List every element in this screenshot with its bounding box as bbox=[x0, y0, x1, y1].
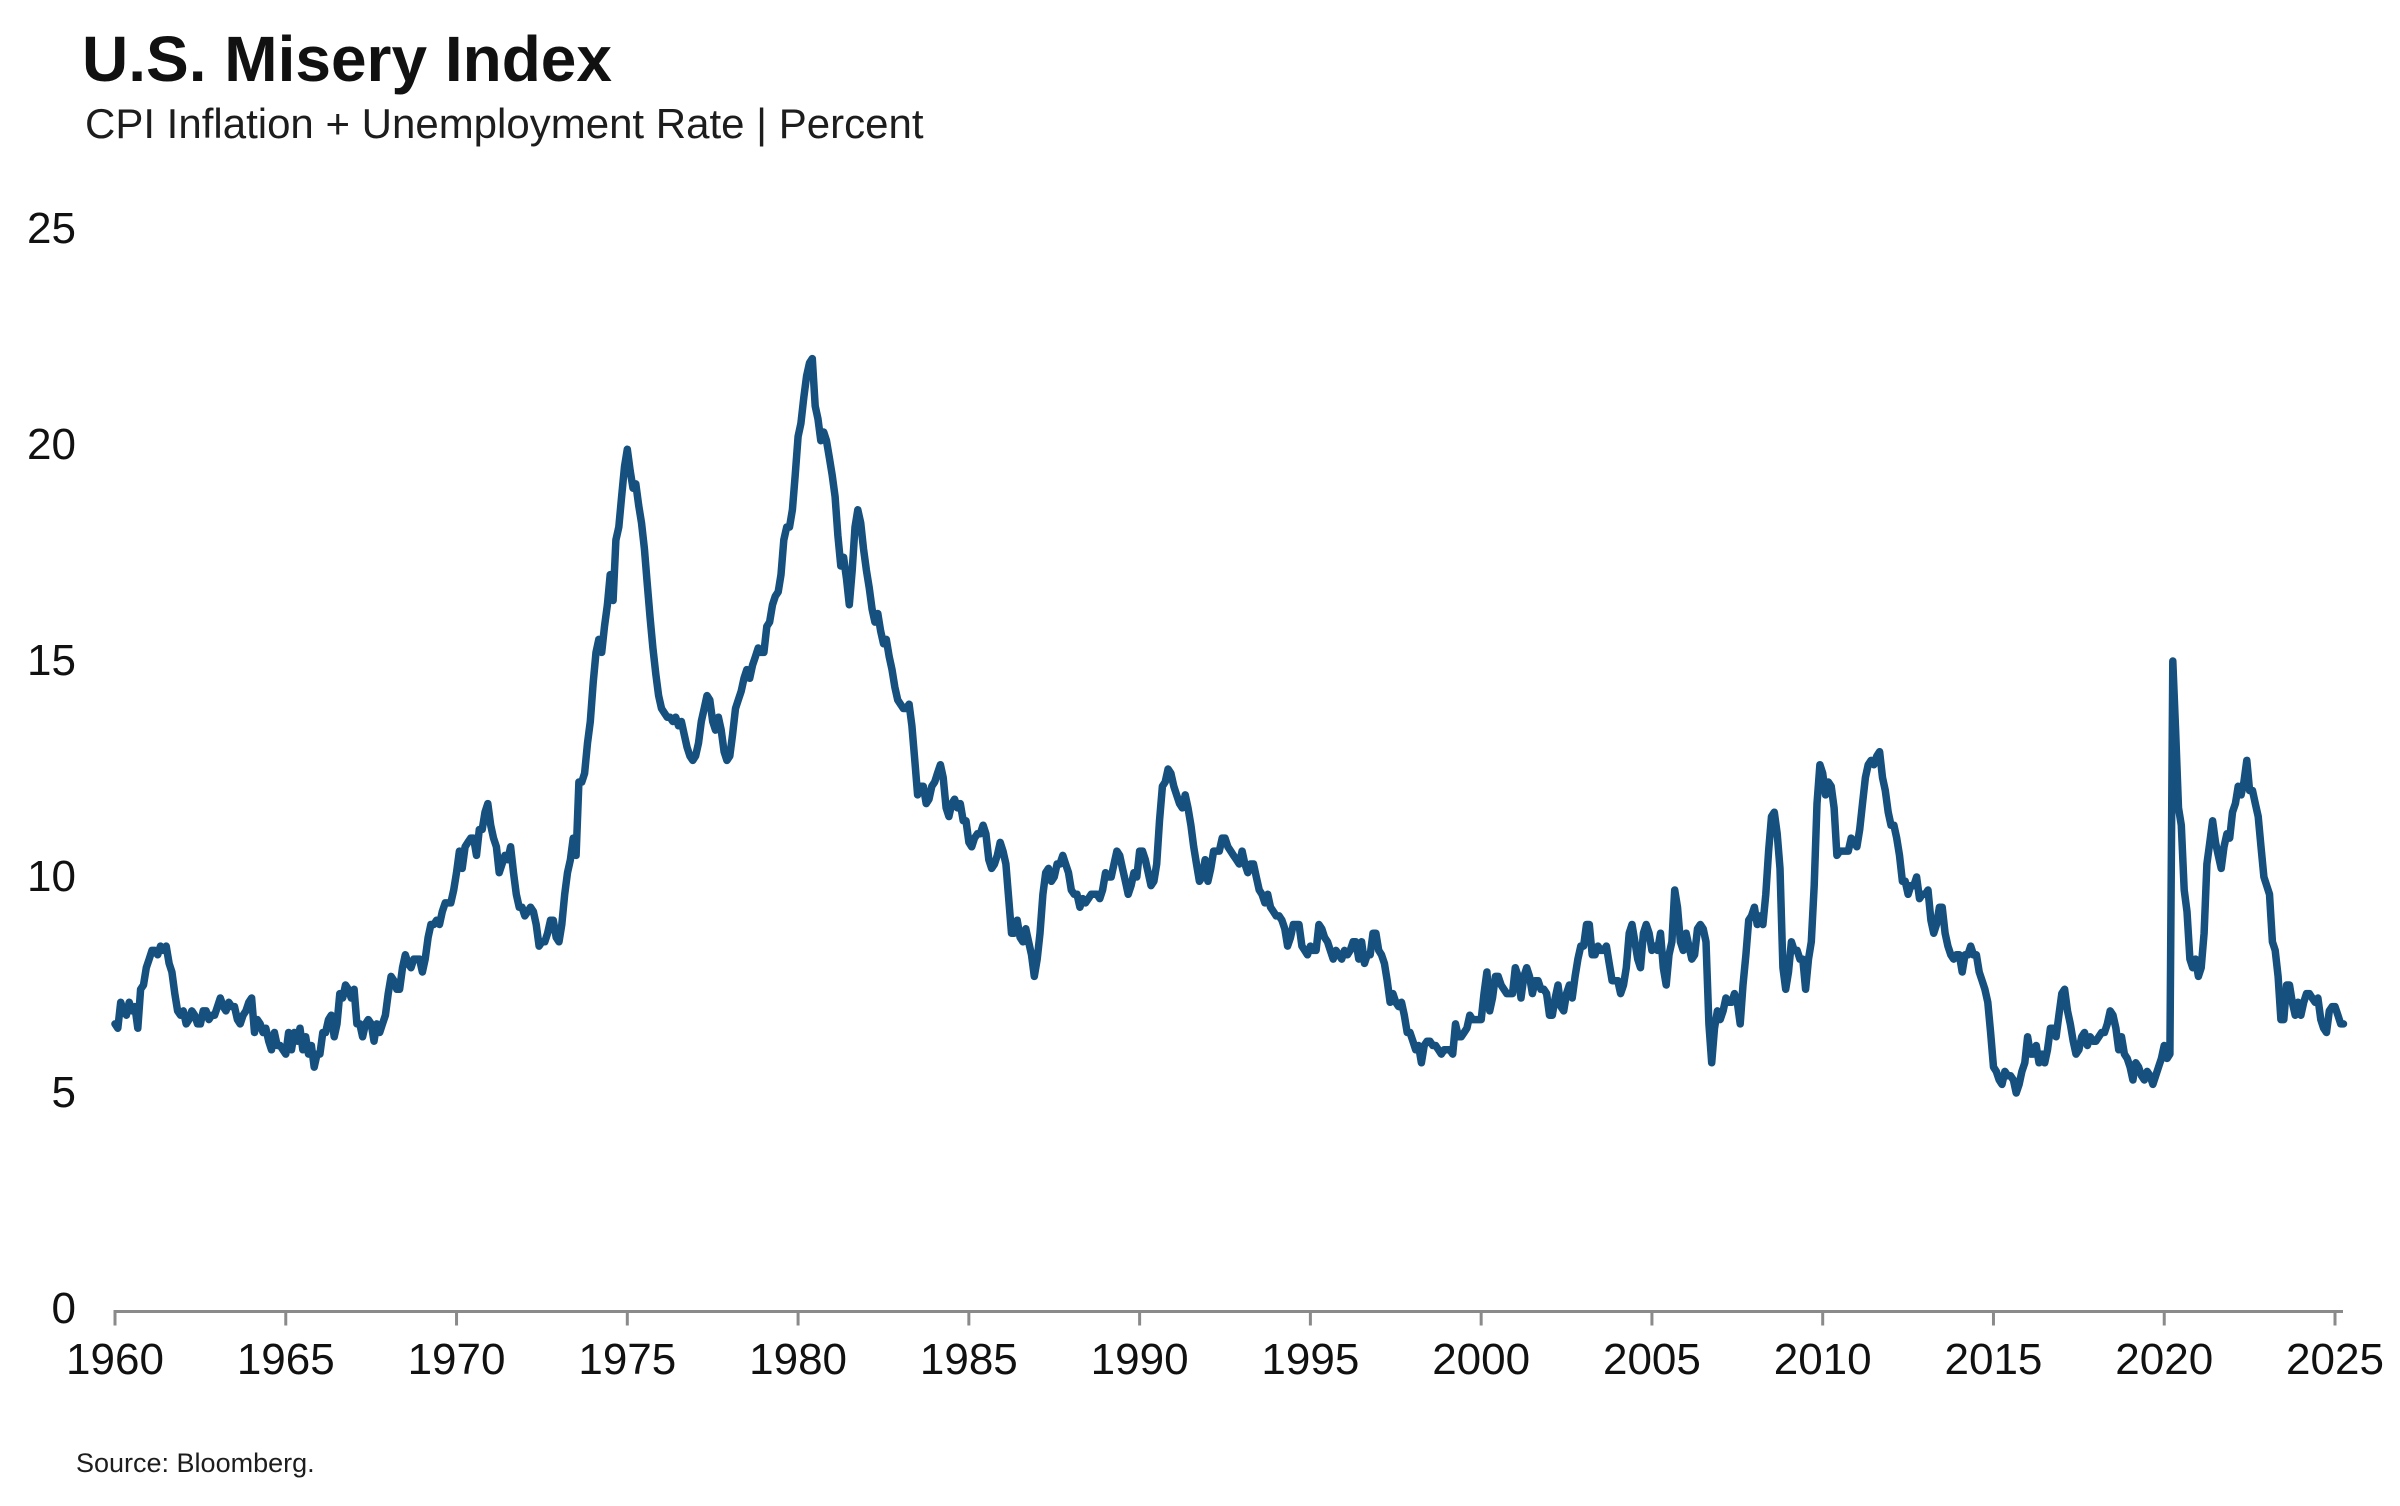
x-axis-label-1995: 1995 bbox=[1261, 1335, 1360, 1384]
x-axis-label-2020: 2020 bbox=[2115, 1335, 2214, 1384]
x-axis-label-1975: 1975 bbox=[578, 1335, 677, 1384]
x-axis-label-2025: 2025 bbox=[2286, 1335, 2384, 1384]
source-note: Source: Bloomberg. bbox=[76, 1448, 315, 1478]
x-axis-label-1970: 1970 bbox=[407, 1335, 506, 1384]
y-axis-label-25: 25 bbox=[27, 204, 76, 253]
x-axis-label-2015: 2015 bbox=[1944, 1335, 2043, 1384]
x-axis-label-1990: 1990 bbox=[1090, 1335, 1189, 1384]
x-axis-label-1980: 1980 bbox=[749, 1335, 848, 1384]
x-axis-label-2000: 2000 bbox=[1432, 1335, 1531, 1384]
y-axis-label-15: 15 bbox=[27, 636, 76, 685]
y-axis-label-10: 10 bbox=[27, 852, 76, 901]
page-title: U.S. Misery Index bbox=[82, 23, 612, 95]
x-axis-label-1960: 1960 bbox=[66, 1335, 164, 1384]
chart-subtitle: CPI Inflation + Unemployment Rate | Perc… bbox=[85, 100, 924, 147]
y-axis-label-5: 5 bbox=[51, 1068, 76, 1117]
x-axis-label-1965: 1965 bbox=[236, 1335, 335, 1384]
y-axis-label-20: 20 bbox=[27, 420, 76, 469]
x-axis bbox=[113, 1310, 2343, 1326]
x-axis-label-2005: 2005 bbox=[1602, 1335, 1701, 1384]
x-axis-label-2010: 2010 bbox=[1773, 1335, 1872, 1384]
y-axis-label-0: 0 bbox=[51, 1284, 76, 1333]
x-axis-label-1985: 1985 bbox=[919, 1335, 1018, 1384]
misery-index-line bbox=[111, 354, 2348, 1097]
